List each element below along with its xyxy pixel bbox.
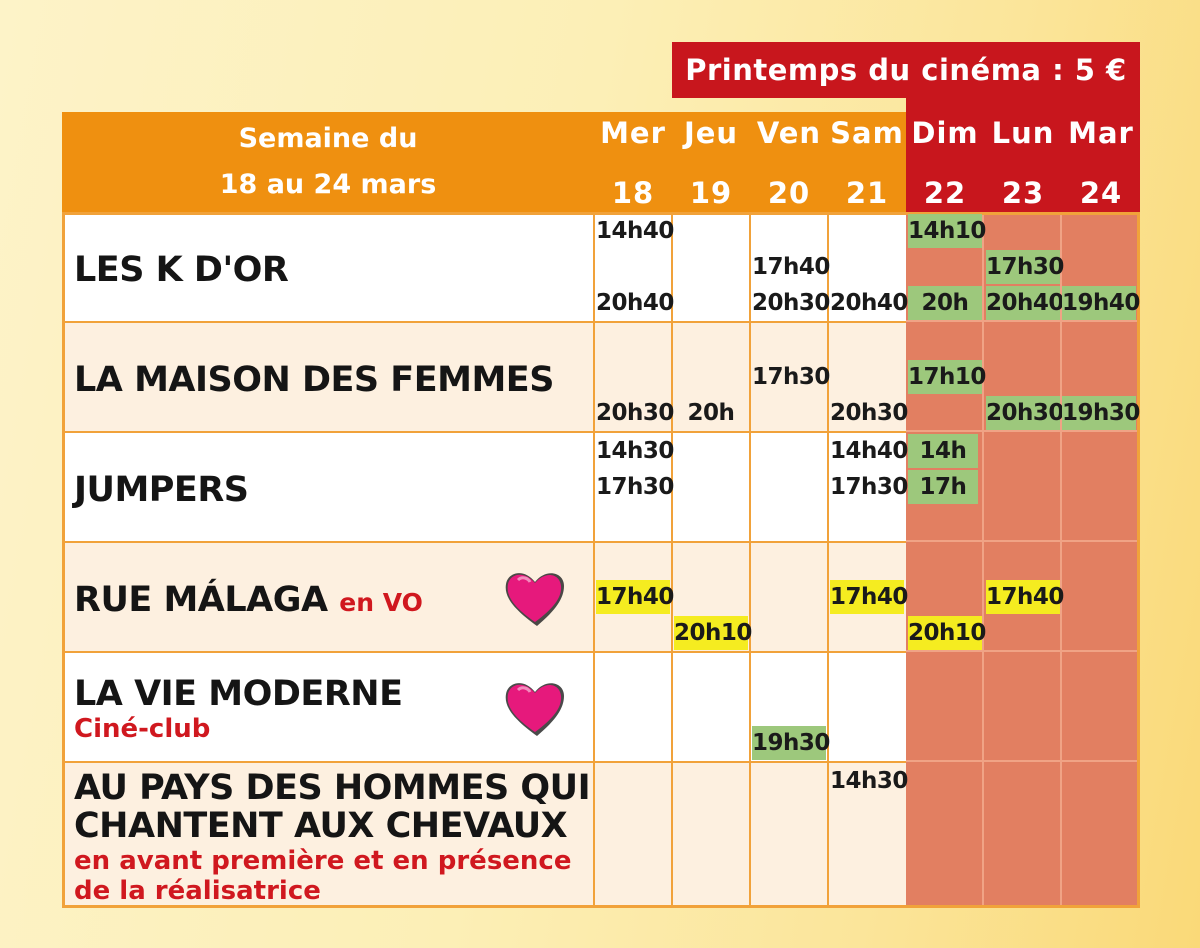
showtime: 14h30 — [596, 438, 674, 464]
showtime: 20h — [908, 286, 982, 320]
day-name-wed: Mer — [600, 116, 666, 150]
showtime: 14h — [908, 434, 978, 468]
promo-header-bar — [906, 98, 1140, 212]
showtime: 20h30 — [752, 290, 830, 316]
column-divider — [749, 213, 751, 906]
showtime: 17h40 — [986, 580, 1064, 614]
day-name-sun: Dim — [911, 116, 979, 150]
day-num-wed: 18 — [611, 176, 655, 210]
day-num-sun: 22 — [923, 176, 967, 210]
showtime: 19h40 — [1062, 286, 1140, 320]
week-label: Semaine du 18 au 24 mars — [62, 116, 594, 208]
showtime: 14h40 — [830, 438, 908, 464]
day-num-fri: 20 — [767, 176, 811, 210]
showtime: 20h30 — [830, 400, 908, 426]
showtime: 14h30 — [830, 768, 908, 794]
day-name-tue: Mar — [1068, 116, 1134, 150]
showtime: 20h30 — [986, 396, 1064, 430]
showtime: 20h40 — [830, 290, 908, 316]
day-num-mon: 23 — [1001, 176, 1045, 210]
showtime: 19h30 — [1062, 396, 1140, 430]
showtime: 19h30 — [752, 726, 830, 760]
header-bar — [62, 112, 908, 212]
week-label-line2: 18 au 24 mars — [219, 169, 437, 200]
day-num-sat: 21 — [845, 176, 889, 210]
film-title: LA MAISON DES FEMMES — [74, 360, 554, 400]
showtime: 20h — [687, 400, 735, 426]
row-divider — [906, 760, 1138, 762]
showtime: 17h10 — [908, 360, 986, 394]
showtime: 20h30 — [596, 400, 674, 426]
film-note: Ciné-club — [74, 714, 211, 744]
heart-icon — [505, 573, 564, 626]
day-num-thu: 19 — [689, 176, 733, 210]
showtime: 14h40 — [596, 218, 674, 244]
schedule-grid-border — [62, 212, 1140, 908]
film-title-line2: CHANTENT AUX CHEVAUX — [74, 806, 568, 846]
showtime: 20h40 — [596, 290, 674, 316]
film-note-line2: de la réalisatrice — [74, 876, 321, 906]
film-note-line1: en avant première et en présence — [74, 846, 572, 876]
film-note: en VO — [339, 588, 423, 617]
showtime: 17h40 — [752, 254, 830, 280]
showtime: 17h30 — [596, 474, 674, 500]
week-label-line1: Semaine du — [238, 123, 418, 154]
showtime: 17h30 — [986, 250, 1064, 284]
row-divider — [906, 320, 1138, 322]
showtime: 20h40 — [986, 286, 1064, 320]
day-name-sat: Sam — [830, 116, 904, 150]
row-divider — [906, 430, 1138, 432]
promo-days-area — [906, 213, 1138, 906]
film-title: RUE MÁLAGA en VO — [74, 580, 423, 620]
showtime: 17h40 — [596, 580, 674, 614]
day-name-fri: Ven — [756, 116, 822, 150]
film-title: LES K D'OR — [74, 250, 289, 290]
showtime: 17h40 — [830, 580, 908, 614]
row-divider — [906, 540, 1138, 542]
film-title-text: RUE MÁLAGA — [74, 580, 328, 620]
promo-banner: Printemps du cinéma : 5 € — [672, 42, 1140, 98]
column-divider — [593, 213, 595, 906]
showtime: 14h10 — [908, 214, 986, 248]
column-divider — [671, 213, 673, 906]
showtime: 17h30 — [752, 364, 830, 390]
column-divider — [1060, 213, 1062, 906]
day-num-tue: 24 — [1079, 176, 1123, 210]
heart-icon — [505, 683, 564, 736]
column-divider — [982, 213, 984, 906]
day-name-mon: Lun — [991, 116, 1055, 150]
day-name-thu: Jeu — [683, 116, 739, 150]
showtime: 20h10 — [674, 616, 752, 650]
film-title-line1: AU PAYS DES HOMMES QUI — [74, 768, 591, 808]
column-divider — [827, 213, 829, 906]
film-title: JUMPERS — [74, 470, 249, 510]
showtime: 17h30 — [830, 474, 908, 500]
showtime: 17h — [908, 470, 978, 504]
row-divider — [906, 650, 1138, 652]
showtime: 20h10 — [908, 616, 986, 650]
film-title: LA VIE MODERNE — [74, 674, 403, 714]
